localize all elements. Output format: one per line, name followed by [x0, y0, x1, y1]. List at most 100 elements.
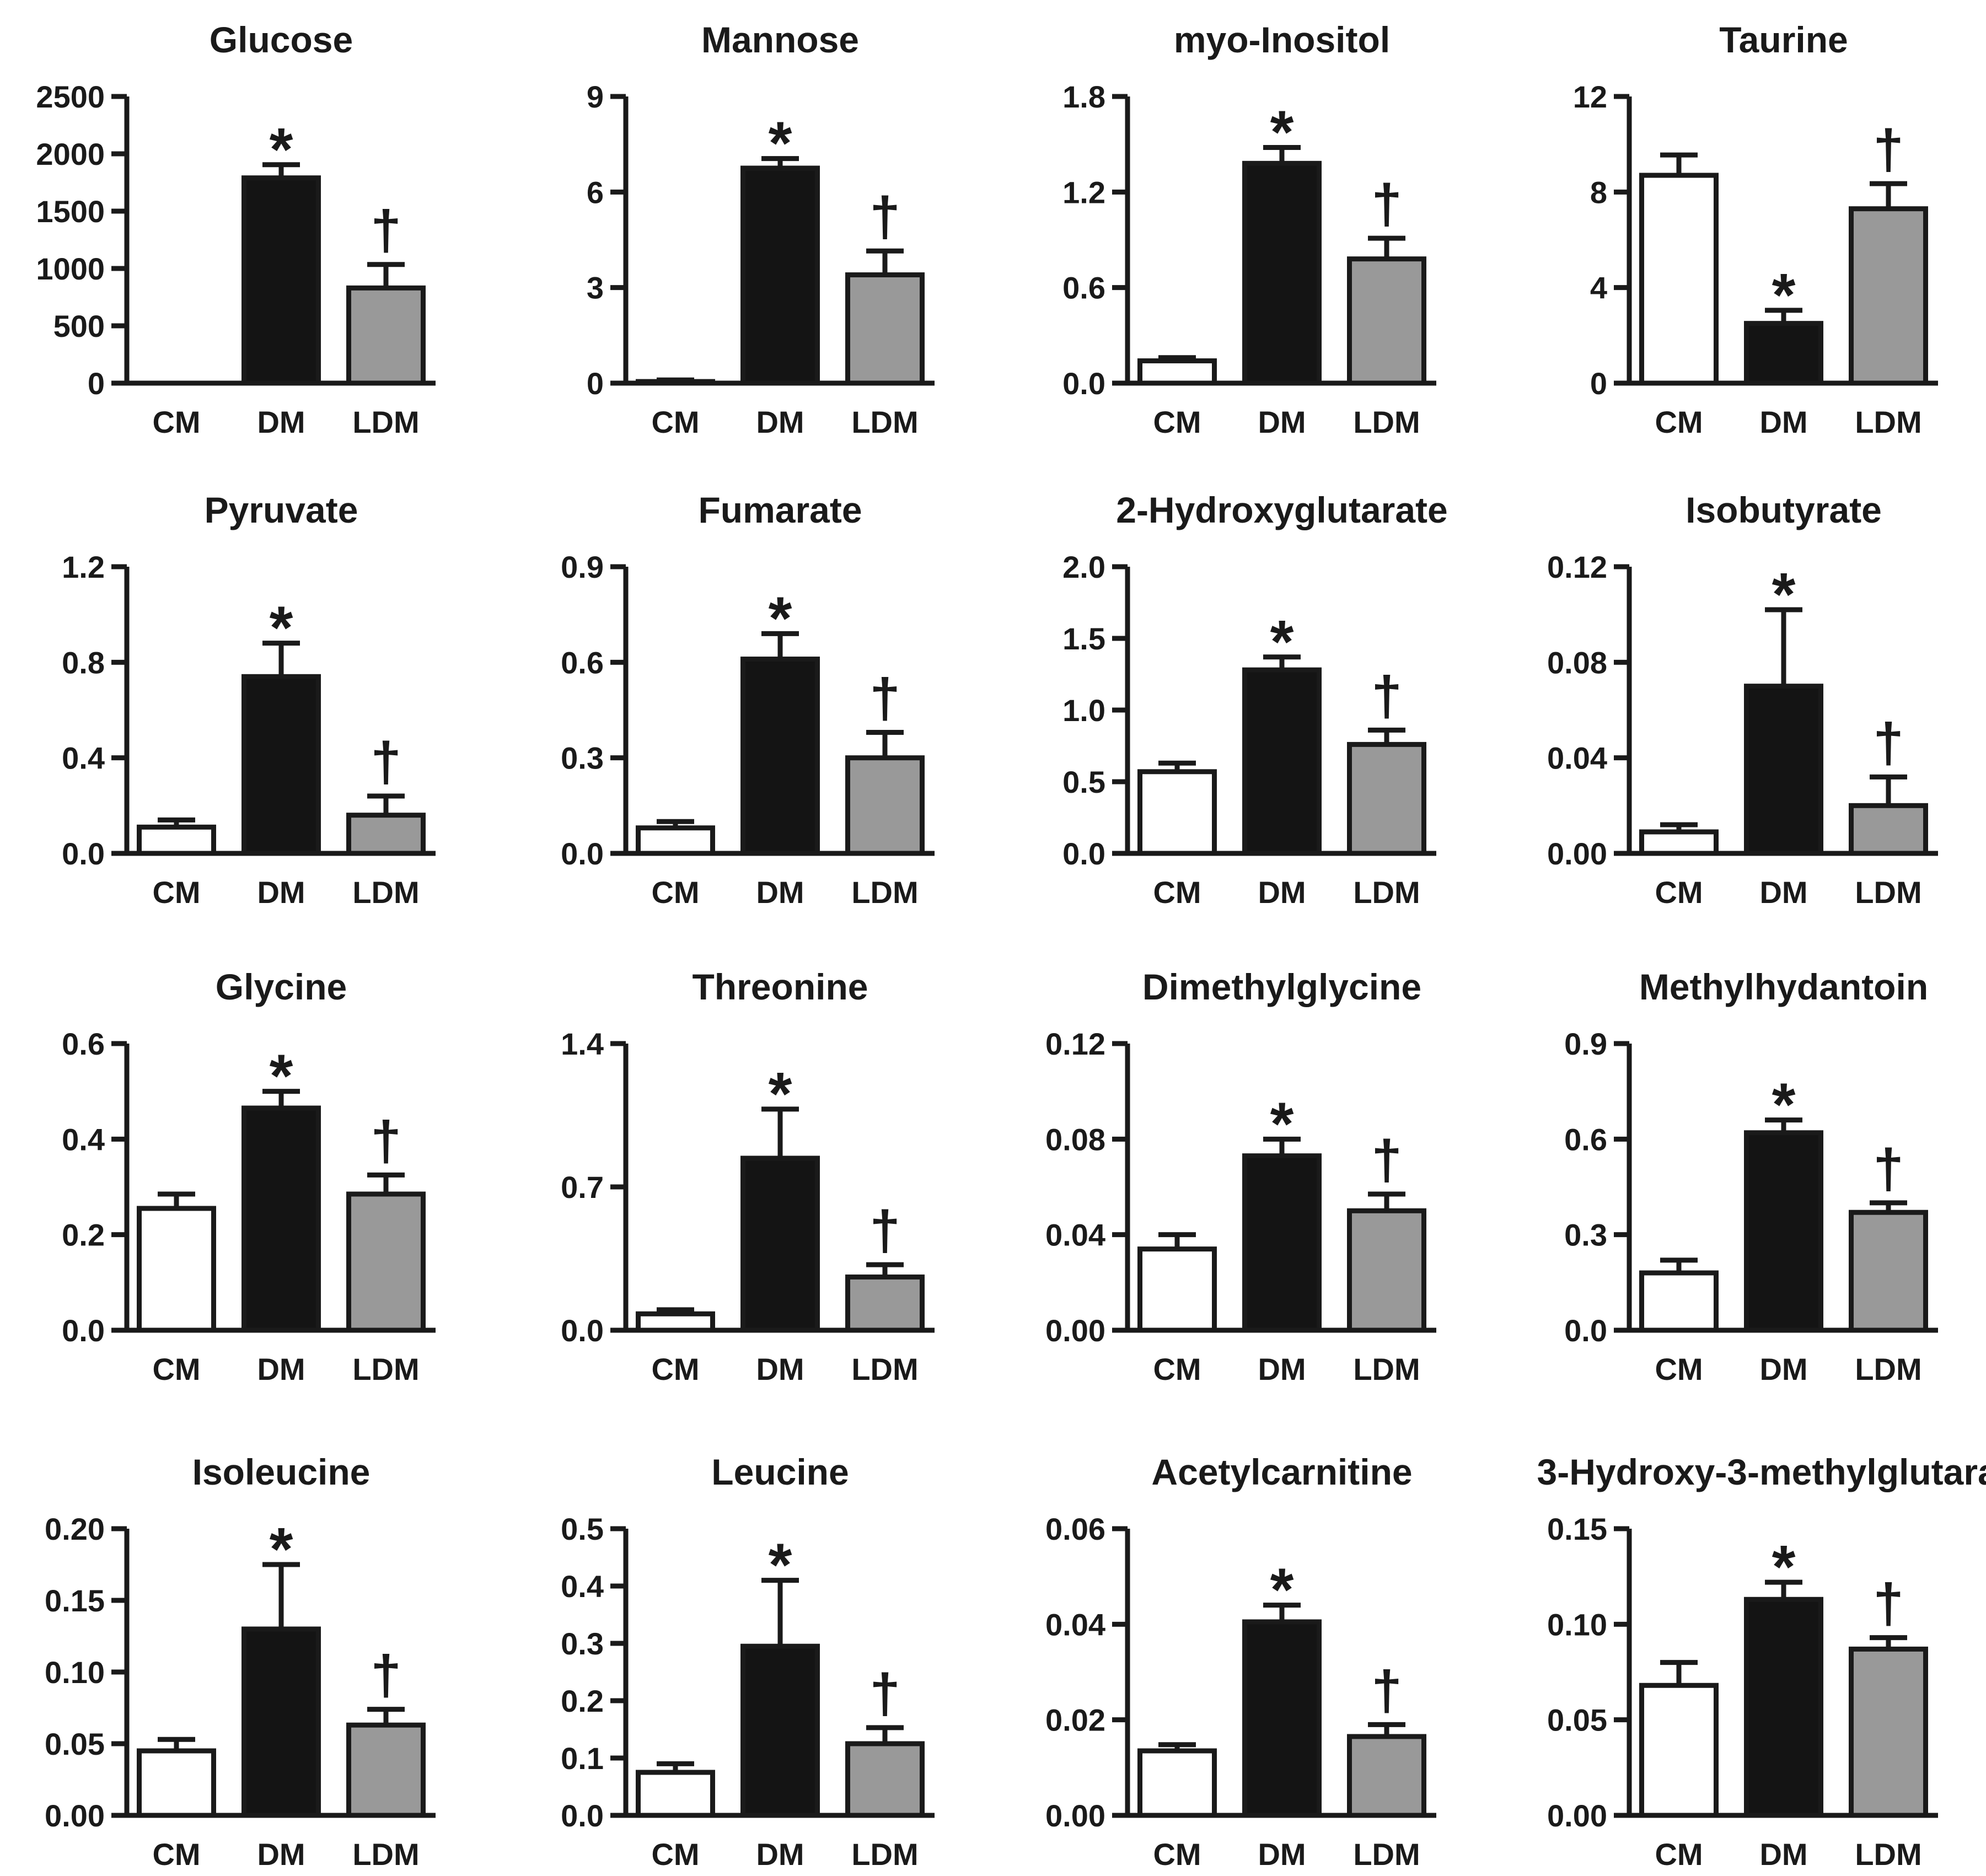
category-label-dm: DM [257, 875, 305, 910]
y-tick-label: 0.00 [45, 1798, 105, 1833]
significance-asterisk: * [1270, 1090, 1294, 1158]
y-tick-label: 2500 [36, 79, 105, 114]
panel-title: Dimethylglycine [1142, 966, 1421, 1007]
bar-ldm [1347, 1208, 1426, 1333]
panel-isoleucine: Isoleucine 0.00 0.05 0.10 0.15 0.20 CM * DM † LDM [45, 1452, 436, 1872]
y-tick-label: 6 [587, 175, 604, 209]
panel-title: Mannose [701, 19, 859, 60]
y-tick-label: 1500 [36, 194, 105, 229]
bar-ldm [1849, 1210, 1928, 1333]
y-tick-label: 0.6 [1564, 1122, 1607, 1157]
bar-cm [1639, 1270, 1719, 1333]
bar-ldm [1347, 1734, 1426, 1818]
category-label-cm: CM [651, 405, 699, 439]
significance-dagger: † [371, 1110, 401, 1171]
y-tick-label: 0.3 [561, 741, 604, 776]
y-tick-label: 0.2 [62, 1218, 105, 1253]
y-tick-label: 0.06 [1045, 1512, 1105, 1546]
y-tick-label: 1.2 [1062, 175, 1105, 209]
panel-glycine: Glycine 0.0 0.2 0.4 0.6 CM * DM † LDM [62, 966, 436, 1386]
category-label-cm: CM [152, 875, 200, 910]
panel-fumarate: Fumarate 0.0 0.3 0.6 0.9 CM * DM † LDM [561, 490, 935, 910]
bar-ldm [1347, 256, 1426, 386]
category-label-cm: CM [1153, 405, 1201, 439]
panel-2-hydroxyglutarate: 2-Hydroxyglutarate 0.0 0.5 1.0 1.5 2.0 CM * DM † L… [1062, 490, 1448, 910]
bar-ldm [845, 1741, 925, 1818]
category-label-dm: DM [257, 1352, 305, 1386]
bar-dm [1242, 1153, 1322, 1333]
category-label-ldm: LDM [352, 1837, 419, 1872]
bar-cm [636, 1770, 715, 1818]
y-tick-label: 0.0 [62, 836, 105, 871]
y-tick-label: 0.00 [1045, 1313, 1105, 1348]
y-tick-label: 0.6 [561, 645, 604, 680]
significance-asterisk: * [270, 594, 293, 662]
bar-cm [1639, 173, 1719, 386]
panel-title: Acetylcarnitine [1151, 1452, 1412, 1492]
y-tick-label: 0.10 [45, 1655, 105, 1690]
bar-cm [137, 824, 216, 856]
category-label-cm: CM [651, 875, 699, 910]
y-tick-label: 0.05 [45, 1727, 105, 1761]
category-label-cm: CM [152, 405, 200, 439]
significance-asterisk: * [769, 584, 792, 652]
bar-dm [241, 1105, 321, 1333]
category-label-dm: DM [756, 1837, 804, 1872]
category-label-ldm: LDM [352, 875, 419, 910]
bar-ldm [845, 1274, 925, 1333]
bar-ldm [1849, 803, 1928, 856]
y-tick-label: 1.2 [62, 550, 105, 584]
bar-cm [1137, 1748, 1217, 1818]
category-label-dm: DM [1258, 875, 1306, 910]
significance-dagger: † [371, 200, 401, 261]
panel-taurine: Taurine 0 4 8 12 CM * DM † LDM [1573, 19, 1938, 439]
y-tick-label: 0.4 [62, 741, 105, 776]
panel-methylhydantoin: Methylhydantoin 0.0 0.3 0.6 0.9 CM * DM † LDM [1564, 966, 1938, 1386]
y-tick-label: 0.8 [62, 645, 105, 680]
significance-dagger: † [869, 1200, 900, 1261]
significance-dagger: † [1873, 1573, 1904, 1635]
panel-title: Methylhydantoin [1639, 966, 1928, 1007]
category-label-cm: CM [152, 1837, 200, 1872]
category-label-dm: DM [257, 405, 305, 439]
significance-asterisk: * [769, 110, 792, 178]
y-tick-label: 0.0 [561, 1798, 604, 1833]
category-label-dm: DM [756, 875, 804, 910]
panel-title: Glycine [216, 966, 347, 1007]
panel-isobutyrate: Isobutyrate 0.00 0.04 0.08 0.12 CM * DM † LDM [1547, 490, 1938, 910]
significance-dagger: † [371, 1644, 401, 1706]
y-tick-label: 2.0 [1062, 550, 1105, 584]
bar-dm [1744, 684, 1823, 856]
y-tick-label: 0.0 [1062, 836, 1105, 871]
category-label-dm: DM [1759, 1837, 1807, 1872]
y-tick-label: 0.12 [1045, 1026, 1105, 1061]
significance-dagger: † [869, 667, 900, 729]
category-label-ldm: LDM [1353, 1352, 1420, 1386]
bar-ldm [845, 755, 925, 856]
bar-ldm [1849, 206, 1928, 386]
y-tick-label: 0.10 [1547, 1607, 1607, 1642]
y-tick-label: 0 [1590, 366, 1607, 401]
category-label-cm: CM [152, 1352, 200, 1386]
bar-dm [1242, 667, 1322, 856]
panel-title: Leucine [711, 1452, 849, 1492]
significance-dagger: † [1371, 173, 1402, 235]
bar-cm [137, 1206, 216, 1333]
y-tick-label: 0.0 [1062, 366, 1105, 401]
category-label-cm: CM [1655, 1837, 1703, 1872]
panel-pyruvate: Pyruvate 0.0 0.4 0.8 1.2 CM * DM † LDM [62, 490, 436, 910]
significance-asterisk: * [1270, 98, 1294, 166]
y-tick-label: 0.00 [1045, 1798, 1105, 1833]
y-tick-label: 0.04 [1045, 1607, 1105, 1642]
bar-dm [1744, 1130, 1823, 1333]
category-label-ldm: LDM [1353, 875, 1420, 910]
significance-asterisk: * [1270, 608, 1294, 676]
y-tick-label: 0.3 [561, 1626, 604, 1661]
bar-cm [1137, 358, 1217, 386]
category-label-ldm: LDM [851, 1837, 918, 1872]
significance-dagger: † [1873, 119, 1904, 180]
category-label-ldm: LDM [851, 1352, 918, 1386]
category-label-ldm: LDM [1353, 1837, 1420, 1872]
bar-dm [1242, 1619, 1322, 1818]
